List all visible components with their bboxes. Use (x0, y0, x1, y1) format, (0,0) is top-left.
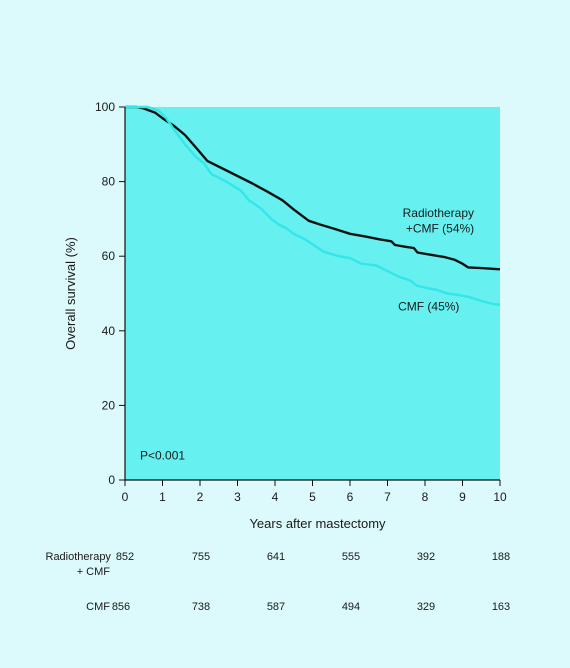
y-axis-label: Overall survival (%) (63, 237, 78, 350)
plot-area (125, 107, 500, 480)
y-tick-label: 60 (102, 249, 116, 263)
y-tick-label: 20 (102, 398, 116, 412)
x-tick-label: 4 (272, 490, 279, 504)
at-risk-value: 587 (267, 601, 285, 613)
axes-layer: 0 20 40 60 80 100 0 1 2 3 4 5 6 7 8 9 10 (95, 100, 507, 504)
x-tick-label: 10 (493, 490, 507, 504)
series-label-cmf: CMF (45%) (398, 299, 459, 313)
at-risk-value: 188 (492, 551, 510, 563)
y-tick-label: 80 (102, 175, 116, 189)
at-risk-row-label-radiotherapy-cmf: Radiotherapy + CMF (46, 551, 115, 578)
at-risk-value: 329 (417, 601, 435, 613)
at-risk-value: 392 (417, 551, 435, 563)
y-tick-label: 0 (108, 473, 115, 487)
at-risk-value: 852 (116, 551, 134, 563)
at-risk-value: 738 (192, 601, 210, 613)
at-risk-value: 494 (342, 601, 360, 613)
at-risk-value: 555 (342, 551, 360, 563)
x-tick-label: 5 (309, 490, 316, 504)
at-risk-label-line: + CMF (77, 566, 111, 578)
at-risk-label-line: Radiotherapy (46, 551, 112, 563)
at-risk-value: 163 (492, 601, 510, 613)
series-line-cmf (125, 105, 501, 306)
x-axis-label: Years after mastectomy (249, 516, 386, 531)
series-layer (125, 105, 501, 306)
x-tick-label: 8 (422, 490, 429, 504)
at-risk-table: 852 755 641 555 392 188 856 738 587 494 329 163 (112, 551, 510, 613)
x-tick-label: 2 (197, 490, 204, 504)
series-label-radiotherapy-cmf: Radiotherapy +CMF (54%) (403, 206, 478, 236)
y-tick-label: 100 (95, 100, 115, 114)
series-label-line: CMF (45%) (398, 299, 459, 313)
series-label-line: Radiotherapy (403, 206, 474, 220)
x-tick-label: 1 (159, 490, 166, 504)
y-tick-label: 40 (102, 324, 116, 338)
p-value-annotation: P<0.001 (140, 448, 185, 462)
at-risk-value: 755 (192, 551, 210, 563)
at-risk-value: 641 (267, 551, 285, 563)
x-tick-label: 9 (459, 490, 466, 504)
at-risk-row-label-cmf: CMF (86, 601, 110, 613)
series-label-line: +CMF (54%) (406, 222, 474, 236)
at-risk-value: 856 (112, 601, 130, 613)
x-tick-label: 6 (347, 490, 354, 504)
at-risk-label-line: CMF (86, 601, 110, 613)
series-line-radiotherapy-cmf (125, 105, 501, 271)
x-tick-label: 3 (234, 490, 241, 504)
x-tick-label: 7 (384, 490, 391, 504)
x-tick-label: 0 (122, 490, 129, 504)
